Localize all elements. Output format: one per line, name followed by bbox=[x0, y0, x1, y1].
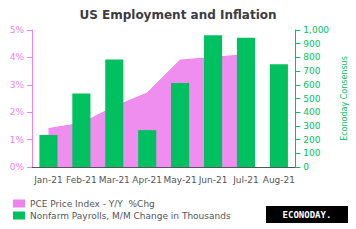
svg-text:Econoday Consensus: Econoday Consensus bbox=[340, 56, 349, 141]
svg-text:Jul-21: Jul-21 bbox=[232, 175, 259, 185]
svg-text:200: 200 bbox=[303, 135, 320, 145]
svg-text:1,000: 1,000 bbox=[303, 25, 329, 35]
svg-text:700: 700 bbox=[303, 66, 320, 76]
svg-text:Apr-21: Apr-21 bbox=[132, 175, 162, 185]
svg-text:May-21: May-21 bbox=[164, 175, 197, 185]
svg-text:500: 500 bbox=[303, 94, 320, 104]
svg-text:300: 300 bbox=[303, 121, 320, 131]
svg-text:US Employment and Inflation: US Employment and Inflation bbox=[79, 8, 276, 22]
svg-text:800: 800 bbox=[303, 52, 320, 62]
svg-text:0: 0 bbox=[303, 162, 309, 172]
svg-text:ECONODAY.: ECONODAY. bbox=[283, 210, 332, 220]
svg-text:400: 400 bbox=[303, 107, 320, 117]
svg-text:Mar-21: Mar-21 bbox=[99, 175, 130, 185]
svg-text:Nonfarm Payrolls, M/M Change i: Nonfarm Payrolls, M/M Change in Thousand… bbox=[30, 211, 231, 221]
svg-text:3%: 3% bbox=[10, 80, 25, 90]
svg-text:100: 100 bbox=[303, 148, 320, 158]
svg-text:900: 900 bbox=[303, 39, 320, 49]
svg-text:Jun-21: Jun-21 bbox=[198, 175, 228, 185]
svg-text:Jan-21: Jan-21 bbox=[33, 175, 63, 185]
svg-text:2%: 2% bbox=[10, 107, 25, 117]
svg-text:1%: 1% bbox=[10, 135, 25, 145]
svg-text:600: 600 bbox=[303, 80, 320, 90]
svg-text:0%: 0% bbox=[10, 162, 25, 172]
svg-text:5%: 5% bbox=[10, 25, 25, 35]
svg-text:4%: 4% bbox=[10, 52, 25, 62]
svg-text:Feb-21: Feb-21 bbox=[66, 175, 97, 185]
svg-text:Aug-21: Aug-21 bbox=[263, 175, 295, 185]
svg-text:PCE Price Index - Y/Y %Chg: PCE Price Index - Y/Y %Chg bbox=[30, 199, 155, 209]
